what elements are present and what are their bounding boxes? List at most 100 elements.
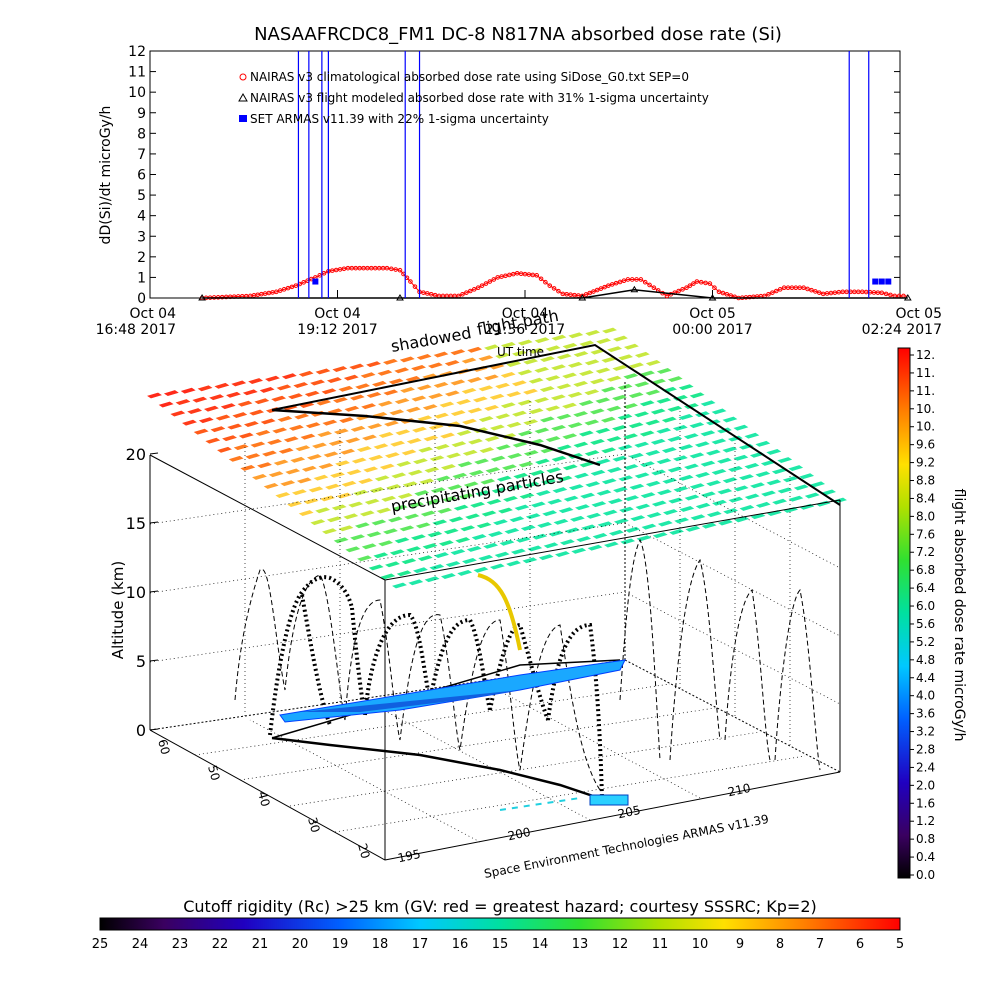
field-cell — [228, 455, 244, 462]
climatological-point — [883, 291, 889, 297]
field-cell — [646, 512, 662, 519]
legend-marker-circle — [239, 73, 247, 81]
field-cell — [322, 419, 338, 426]
field-cell — [564, 527, 580, 534]
field-cell — [584, 359, 600, 366]
field-cell — [260, 418, 276, 425]
field-cell — [739, 505, 755, 511]
field-cell — [576, 536, 592, 543]
field-cell — [667, 376, 683, 383]
field-cell — [341, 480, 357, 487]
field-cell — [462, 418, 477, 425]
field-cell — [478, 355, 494, 362]
field-cell — [539, 386, 555, 393]
field-cell — [237, 400, 253, 407]
armas-point — [872, 278, 879, 285]
field-cell — [504, 528, 520, 534]
field-cell — [435, 475, 451, 482]
field-cell — [453, 504, 469, 511]
climatological-point — [716, 289, 722, 295]
climatological-point — [888, 292, 893, 298]
field-cell — [556, 413, 572, 420]
field-cell — [385, 561, 400, 568]
field-cell — [441, 464, 456, 471]
legend-marker-square — [239, 115, 247, 122]
field-cell — [734, 516, 750, 523]
z-tick-label: 10 — [126, 583, 146, 602]
climatological-point — [277, 288, 283, 293]
field-cell — [689, 483, 705, 490]
right-cbar-tick-label: 6.0 — [916, 599, 935, 613]
field-cell — [722, 446, 738, 453]
field-cell — [578, 370, 594, 377]
field-cell — [447, 484, 463, 491]
field-cell — [395, 429, 411, 436]
field-cell — [661, 416, 677, 423]
field-cell — [733, 424, 749, 431]
field-cell — [351, 457, 367, 464]
field-cell — [553, 518, 569, 525]
field-cell — [634, 351, 650, 358]
bottom-colorbar-ramp — [99, 917, 901, 931]
dose-patch — [589, 794, 629, 806]
field-cell — [728, 466, 743, 472]
field-cell — [722, 416, 738, 423]
field-cell — [551, 424, 566, 431]
lon-tick-label: 205 — [617, 803, 642, 821]
field-cell — [440, 432, 455, 439]
bottom-cbar-tick-label: 9 — [736, 937, 744, 952]
field-cell — [348, 501, 364, 508]
field-cell — [259, 386, 275, 393]
bottom-cbar-tick-label: 11 — [652, 937, 669, 952]
field-cell — [344, 405, 360, 412]
series-armas — [297, 51, 892, 298]
field-cell — [486, 498, 502, 505]
field-cell — [287, 393, 303, 400]
box-grid — [149, 398, 841, 843]
climatological-point — [609, 282, 615, 287]
flight-path-top — [271, 343, 841, 506]
bottom-cbar-tick-label: 23 — [172, 937, 189, 952]
field-cell — [573, 411, 589, 418]
y-tick-label: 10 — [128, 85, 146, 101]
field-cell — [810, 481, 826, 488]
climatological-point — [594, 287, 600, 293]
z-tick-mark — [149, 728, 159, 731]
series-nairas-flight — [198, 285, 912, 301]
field-cell — [705, 449, 721, 456]
field-cell — [766, 479, 782, 486]
legend-entry: NAIRAS v3 climatological absorbed dose r… — [250, 70, 689, 84]
field-cell — [530, 501, 546, 508]
field-cell — [711, 408, 727, 415]
flight-path-projection — [271, 408, 601, 467]
field-cell — [484, 404, 500, 411]
field-cell — [557, 475, 573, 482]
field-cell — [376, 507, 392, 514]
field-cell — [320, 495, 335, 502]
field-cell — [506, 421, 522, 428]
field-cell — [641, 523, 657, 530]
field-cell — [788, 465, 804, 472]
field-cell — [468, 469, 484, 476]
climatological-point — [707, 281, 713, 286]
field-cell — [495, 382, 511, 389]
field-cell — [257, 462, 272, 469]
field-cell — [493, 519, 508, 526]
field-cell — [465, 513, 481, 520]
climatological-point — [384, 265, 390, 271]
field-cell — [567, 422, 583, 429]
right-cbar-tick-label: 7.2 — [916, 545, 935, 559]
field-cell — [513, 472, 529, 479]
y-tick-label: 0 — [137, 291, 146, 307]
field-cell — [313, 474, 329, 481]
field-cell — [612, 394, 627, 401]
field-cell — [541, 478, 557, 485]
field-cell — [490, 455, 506, 462]
field-cell — [618, 354, 634, 361]
field-cell — [578, 400, 594, 407]
field-cell — [339, 417, 355, 424]
field-cell — [597, 521, 613, 528]
field-cell — [301, 465, 317, 472]
field-cell — [550, 394, 566, 401]
field-cell — [346, 469, 362, 476]
